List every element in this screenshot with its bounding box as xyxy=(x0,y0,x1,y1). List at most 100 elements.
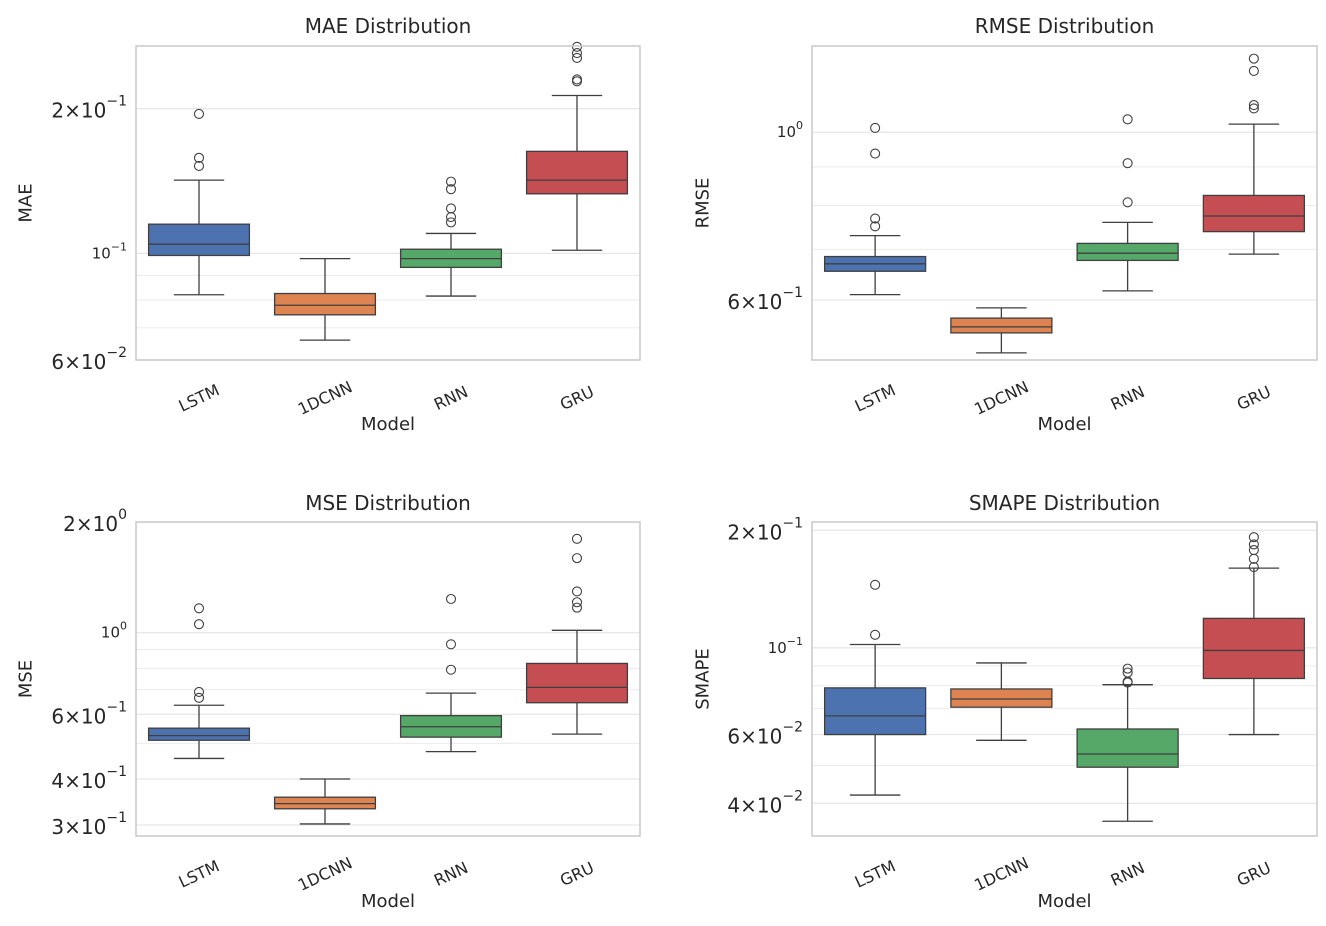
x-axis-label: Model xyxy=(361,891,415,912)
chart-title: RMSE Distribution xyxy=(975,14,1155,38)
axes-frame xyxy=(811,521,1318,837)
outlier-point xyxy=(870,122,881,134)
x-tick-label: RNN xyxy=(1108,858,1148,890)
outlier-point xyxy=(571,602,583,613)
box-1dcnn xyxy=(273,257,377,341)
box-gru xyxy=(1202,53,1306,255)
box-body xyxy=(1076,242,1179,262)
box-1dcnn xyxy=(950,662,1053,741)
chart-panel-smape: SMAPE Distribution Model SMAPE LSTM 1DCNN RNN… xyxy=(693,491,1318,912)
box-rnn xyxy=(1076,663,1179,822)
x-tick-label: LSTM xyxy=(852,380,899,415)
box-body xyxy=(147,727,251,741)
box-body xyxy=(525,662,629,704)
box-body xyxy=(1202,194,1306,233)
box-1dcnn xyxy=(273,778,377,825)
box-rnn xyxy=(1076,114,1179,292)
outlier-point xyxy=(193,619,205,630)
box-lstm xyxy=(823,122,927,296)
outlier-point xyxy=(1122,663,1133,674)
outlier-point xyxy=(193,603,205,614)
outlier-point xyxy=(571,533,583,544)
chart-title: MAE Distribution xyxy=(305,14,472,38)
outlier-point xyxy=(1122,667,1133,678)
y-tick-label: 100 xyxy=(777,119,803,142)
box-gru xyxy=(1202,532,1306,736)
outlier-point xyxy=(1248,532,1259,543)
box-rnn xyxy=(399,593,503,753)
outlier-point xyxy=(1122,158,1133,169)
outlier-point xyxy=(445,639,457,650)
y-axis-label: MSE xyxy=(16,660,37,698)
outlier-point xyxy=(193,686,205,698)
x-tick-label: LSTM xyxy=(176,380,223,415)
outlier-point xyxy=(870,221,881,232)
outlier-point xyxy=(1248,553,1259,564)
box-lstm xyxy=(147,603,251,760)
x-tick-label: GRU xyxy=(1234,858,1274,890)
outlier-point xyxy=(193,152,205,163)
y-tick-label: 4×10−2 xyxy=(727,788,803,817)
box-body xyxy=(273,292,377,316)
x-tick-label: 1DCNN xyxy=(295,377,355,419)
x-tick-label: LSTM xyxy=(176,856,223,891)
outlier-point xyxy=(1248,103,1259,114)
y-tick-label: 4×10−1 xyxy=(51,764,127,793)
outlier-point xyxy=(445,184,457,195)
x-tick-label: 1DCNN xyxy=(295,853,355,895)
outlier-point xyxy=(571,586,583,597)
y-tick-label: 3×10−1 xyxy=(51,810,127,839)
outlier-point xyxy=(571,52,583,63)
box-body xyxy=(1202,617,1306,680)
box-body xyxy=(950,317,1053,334)
y-tick-label: 6×10−2 xyxy=(51,345,127,374)
chart-title: SMAPE Distribution xyxy=(969,491,1160,515)
x-tick-label: 1DCNN xyxy=(971,377,1031,419)
outlier-point xyxy=(445,664,457,675)
outlier-point xyxy=(870,148,881,159)
outlier-point xyxy=(445,593,457,605)
box-lstm xyxy=(823,579,927,796)
x-tick-label: RNN xyxy=(431,858,471,890)
y-tick-label: 6×10−1 xyxy=(51,699,127,728)
outlier-point xyxy=(1248,545,1259,556)
x-axis-label: Model xyxy=(1037,414,1091,435)
chart-panel-rmse: RMSE Distribution Model RMSE LSTM 1DCNN RNN GR… xyxy=(693,14,1318,435)
box-body xyxy=(1076,728,1179,768)
outlier-point xyxy=(193,692,205,703)
y-tick-label: 2×10−1 xyxy=(727,515,803,544)
axes-frame xyxy=(135,521,641,837)
box-body xyxy=(950,688,1053,708)
outlier-point xyxy=(870,629,881,640)
outlier-point xyxy=(1248,53,1259,64)
outlier-point xyxy=(571,74,583,85)
axes-frame xyxy=(135,45,641,361)
outlier-point xyxy=(1248,100,1259,111)
x-tick-label: GRU xyxy=(557,858,597,890)
outlier-point xyxy=(193,108,205,119)
outlier-point xyxy=(1248,562,1259,573)
y-axis-label: RMSE xyxy=(693,178,714,229)
x-tick-label: 1DCNN xyxy=(971,853,1031,895)
outlier-point xyxy=(870,213,881,224)
y-tick-label: 6×10−2 xyxy=(727,720,803,749)
outlier-point xyxy=(445,217,457,228)
outlier-point xyxy=(445,203,457,214)
outlier-point xyxy=(870,579,881,590)
y-tick-label: 10−1 xyxy=(92,240,127,263)
outlier-point xyxy=(445,211,457,223)
outlier-point xyxy=(1122,197,1133,208)
outlier-point xyxy=(1122,114,1133,125)
y-axis-label: SMAPE xyxy=(693,648,714,710)
x-tick-label: LSTM xyxy=(852,856,899,891)
x-tick-label: GRU xyxy=(1234,382,1274,414)
box-body xyxy=(823,687,927,736)
box-body xyxy=(525,150,629,195)
x-tick-label: RNN xyxy=(431,382,471,414)
box-1dcnn xyxy=(950,307,1053,354)
outlier-point xyxy=(571,553,583,564)
outlier-point xyxy=(571,48,583,59)
y-tick-label: 10−1 xyxy=(768,634,803,657)
outlier-point xyxy=(193,160,205,171)
